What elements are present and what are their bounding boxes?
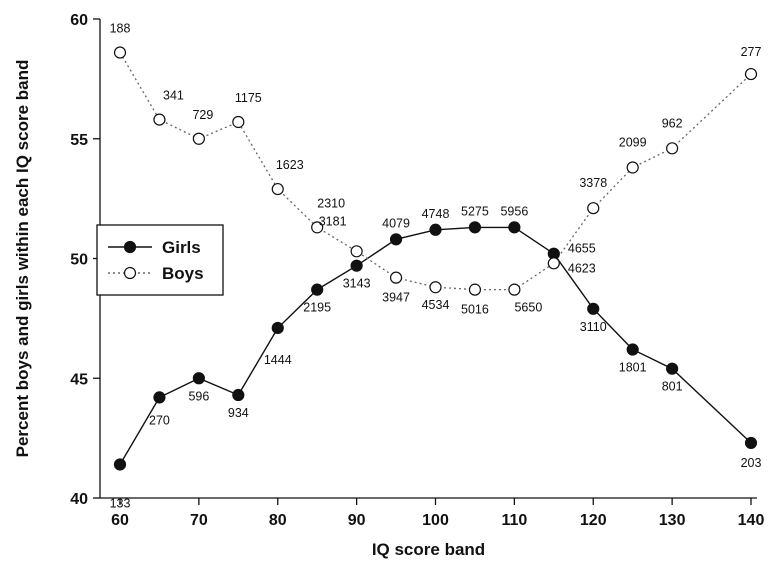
girls-data-label: 5275 [461, 204, 489, 218]
girls-point [429, 223, 442, 236]
girls-point [626, 343, 639, 356]
boys-point [350, 245, 363, 258]
boys-point [153, 113, 166, 126]
girls-point [192, 372, 205, 385]
girls-point [508, 221, 521, 234]
girls-data-label: 2195 [303, 301, 331, 315]
x-tick-label: 90 [348, 512, 366, 529]
boys-point [468, 283, 482, 296]
x-tick-label: 130 [659, 512, 686, 529]
x-tick-label: 100 [422, 512, 449, 529]
x-tick-label: 60 [111, 512, 129, 529]
boys-point [587, 202, 600, 215]
x-tick-label: 140 [738, 512, 765, 529]
boys-point [744, 67, 758, 81]
boys-point [547, 257, 560, 270]
girls-data-label: 1801 [619, 361, 647, 375]
boys-data-label: 4655 [568, 241, 596, 255]
boys-data-label: 3947 [382, 291, 410, 305]
x-tick-label: 120 [580, 512, 607, 529]
x-ticks: 60 70 80 90 100 110 120 130 140 [111, 498, 764, 529]
boys-point [508, 283, 521, 296]
boys-series-line [119, 52, 752, 291]
boys-data-label: 2099 [619, 135, 647, 149]
boys-data-label: 4534 [422, 298, 450, 312]
series-lines [119, 52, 752, 465]
y-tick-label: 50 [70, 252, 88, 269]
x-tick-label: 110 [501, 512, 527, 529]
y-tick-label: 45 [70, 371, 88, 388]
girls-data-label: 3110 [580, 320, 607, 334]
x-tick-label: 80 [269, 512, 287, 529]
boys-data-label: 1175 [235, 91, 262, 105]
boys-data-label: 962 [662, 116, 683, 130]
girls-data-label: 3143 [343, 277, 371, 291]
girls-data-label: 1444 [264, 353, 292, 367]
boys-point [429, 281, 442, 294]
x-axis-title: IQ score band [372, 540, 485, 559]
girls-data-label: 203 [741, 456, 762, 470]
y-axis-title: Percent boys and girls within each IQ sc… [13, 60, 32, 458]
legend: Girls Boys [96, 224, 224, 296]
girls-point [271, 321, 284, 335]
girls-data-label: 934 [228, 406, 249, 420]
girls-data-label: 4748 [422, 207, 450, 221]
data-labels: 133 270 596 934 1444 2195 3143 4079 4748 5275 5956… [110, 22, 762, 511]
girls-data-label: 4079 [382, 216, 410, 230]
girls-point [587, 302, 600, 315]
girls-point [389, 233, 403, 246]
girls-point [232, 388, 245, 402]
boys-point [192, 132, 205, 145]
girls-point [666, 362, 679, 375]
boys-data-label: 5650 [514, 301, 542, 315]
boys-point [113, 46, 127, 59]
boys-data-label: 341 [163, 89, 184, 103]
girls-point [113, 458, 127, 471]
girls-data-label: 133 [110, 496, 131, 510]
legend-boys-marker [123, 266, 137, 280]
girls-point [468, 221, 482, 234]
boys-data-label: 2310 [317, 196, 345, 210]
boys-data-label: 277 [741, 45, 762, 59]
x-tick-label: 70 [190, 512, 208, 529]
legend-girls-marker [123, 240, 137, 254]
legend-box [96, 224, 224, 296]
y-tick-label: 40 [70, 491, 88, 508]
y-tick-label: 55 [70, 132, 88, 149]
boys-data-label: 729 [192, 108, 213, 122]
y-tick-label: 60 [70, 12, 88, 29]
series-points [113, 46, 758, 471]
y-ticks: 40 45 50 55 60 [70, 12, 100, 508]
boys-point [389, 271, 403, 284]
boys-point [311, 221, 324, 234]
boys-point [626, 161, 639, 174]
boys-data-label: 3181 [319, 214, 347, 228]
legend-entries: Girls Boys [108, 238, 204, 283]
boys-data-label: 1623 [276, 158, 304, 172]
boys-point [232, 115, 245, 129]
girls-data-label: 5956 [500, 204, 528, 218]
girls-point [153, 391, 166, 404]
girls-point [744, 436, 758, 450]
boys-point [666, 142, 679, 155]
legend-boys-label: Boys [162, 264, 204, 283]
girls-series-line [119, 226, 752, 465]
boys-data-label: 5016 [461, 303, 489, 317]
girls-data-label: 801 [662, 380, 683, 394]
girls-point [350, 259, 363, 272]
girls-point [311, 283, 324, 296]
girls-data-label: 4623 [568, 262, 596, 276]
boys-point [271, 182, 284, 196]
legend-girls-label: Girls [162, 238, 201, 257]
girls-data-label: 596 [188, 389, 209, 403]
boys-data-label: 3378 [579, 176, 607, 190]
girls-data-label: 270 [149, 413, 170, 427]
boys-data-label: 188 [110, 22, 131, 36]
